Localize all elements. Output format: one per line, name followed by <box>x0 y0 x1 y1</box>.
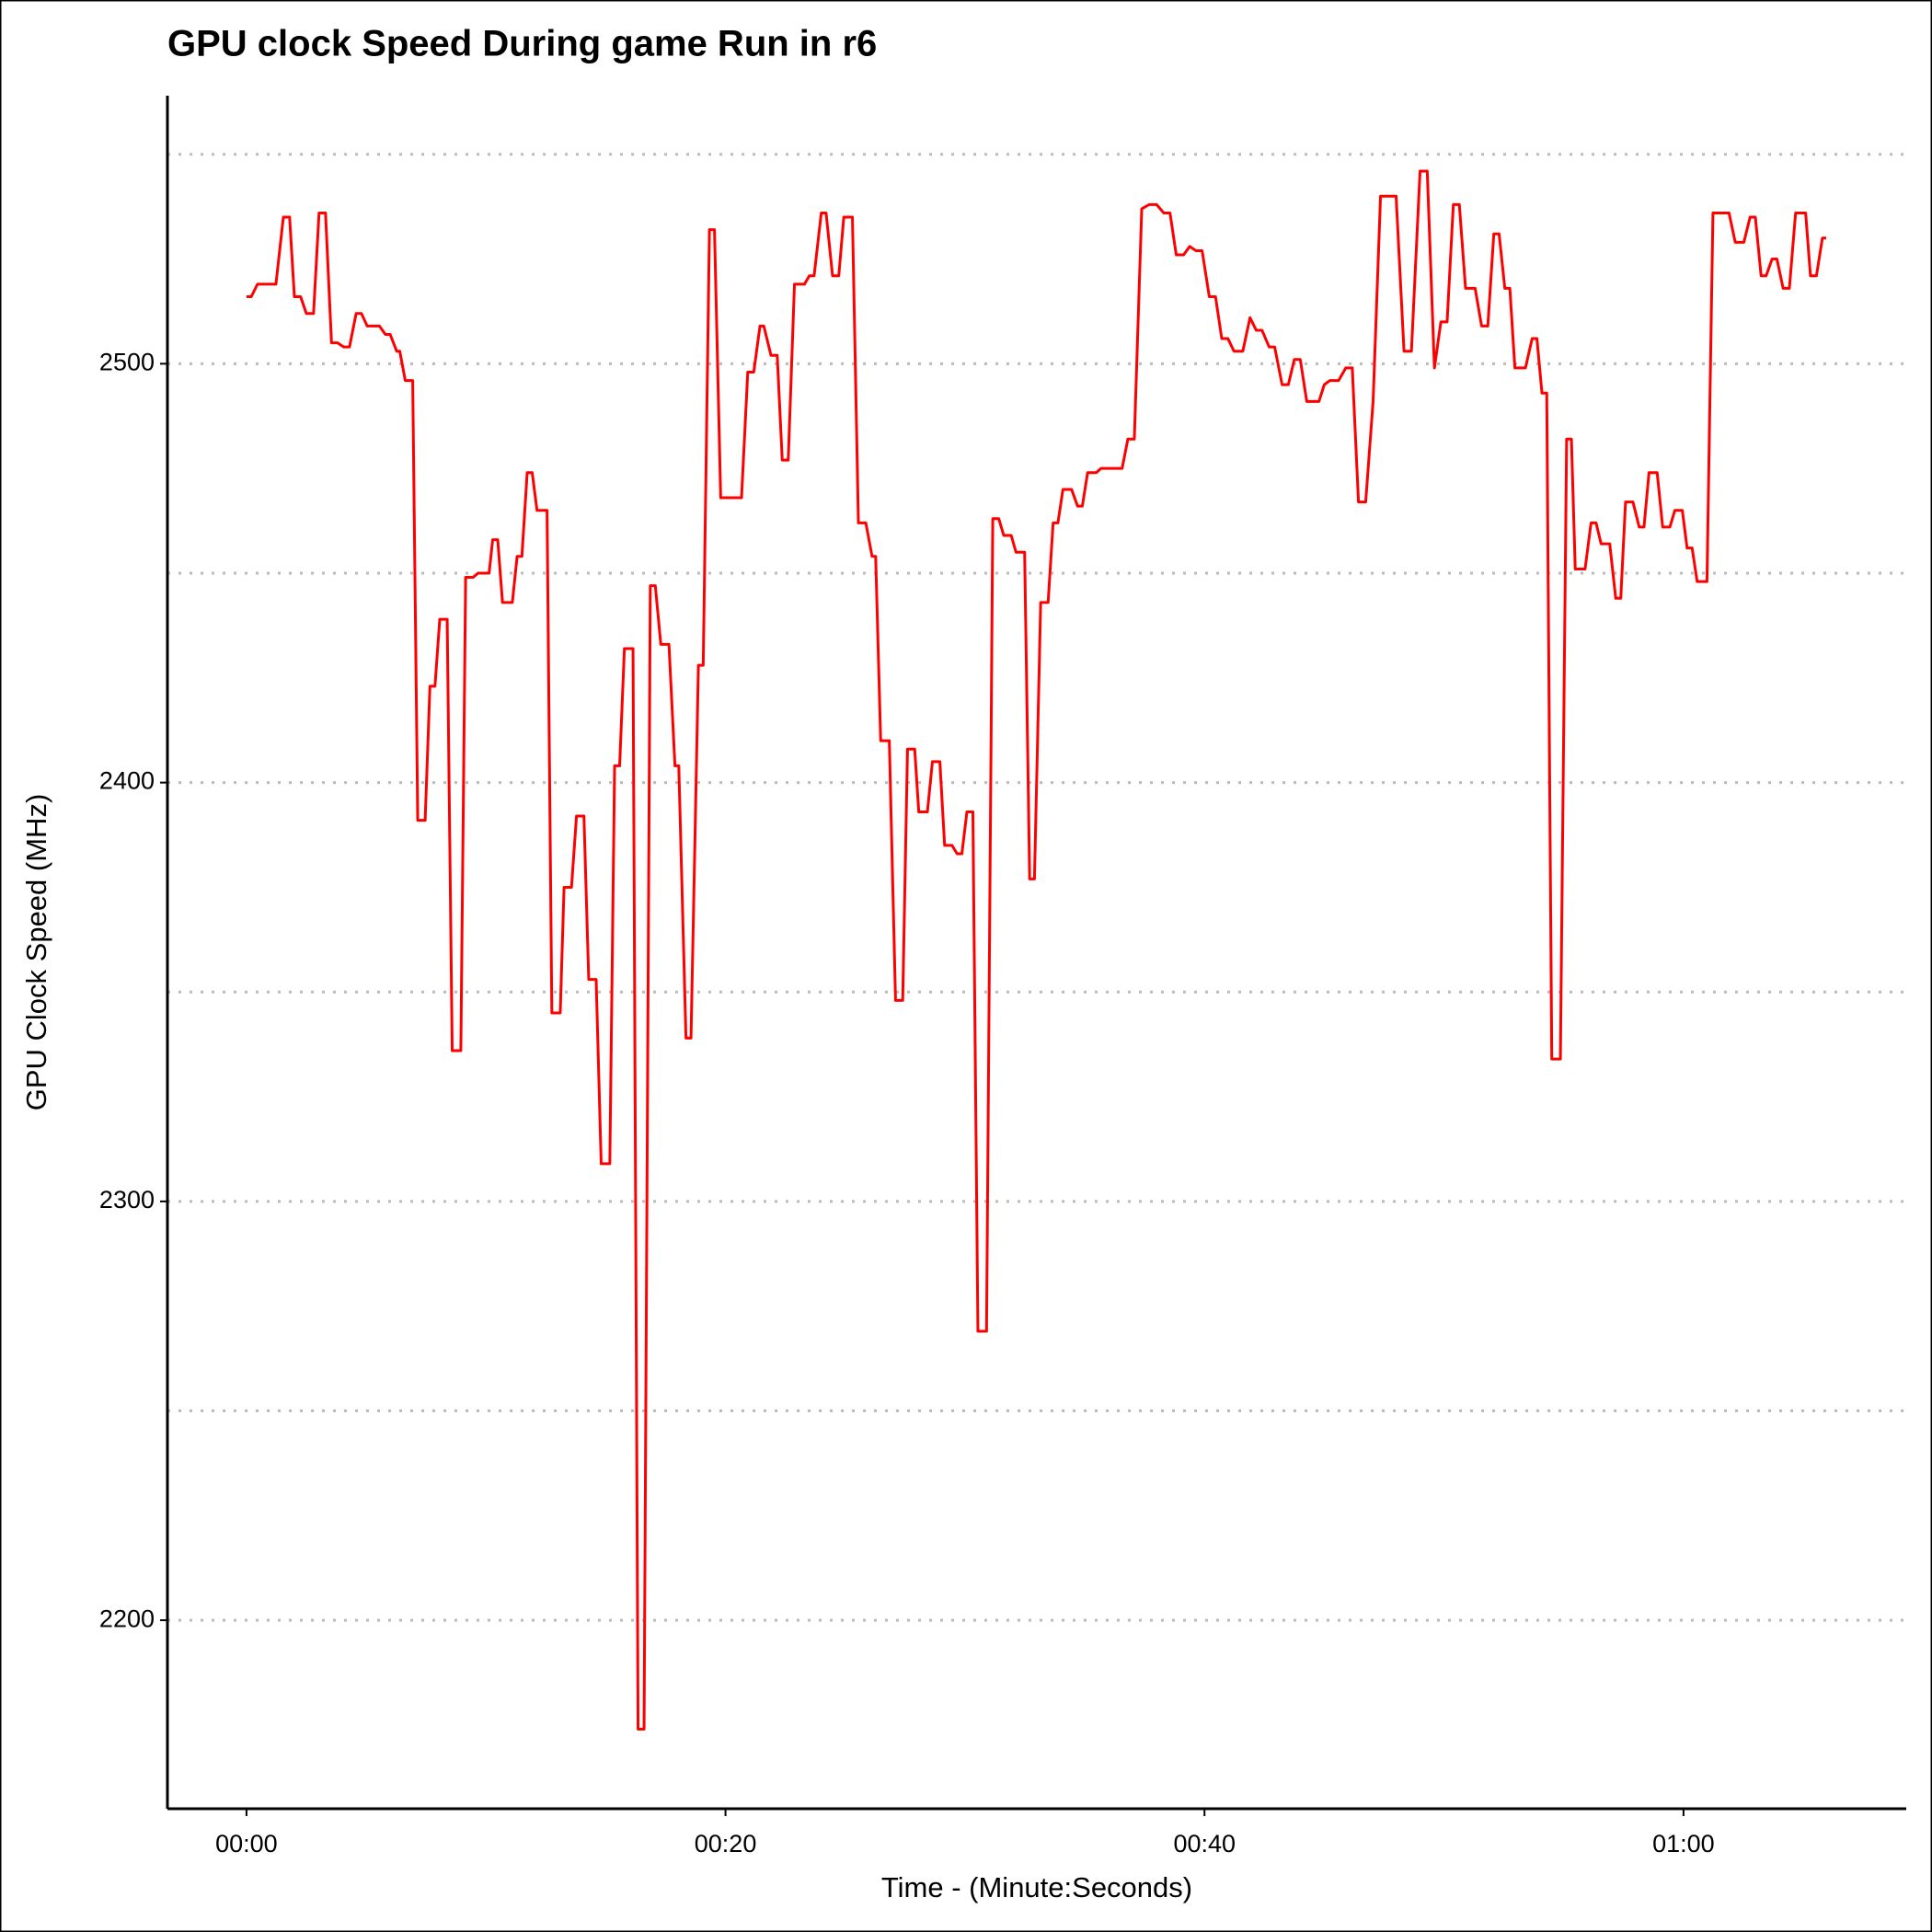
x-tick-label: 01:00 <box>1652 1830 1715 1857</box>
line <box>246 169 1827 1731</box>
y-tick-label: 2300 <box>99 1186 155 1213</box>
y-axis-title: GPU Clock Speed (MHz) <box>20 794 52 1111</box>
y-tick-label: 2500 <box>99 348 155 375</box>
y-tick-label: 2400 <box>99 767 155 795</box>
x-tick-label: 00:40 <box>1173 1830 1236 1857</box>
x-axis-title: Time - (Minute:Seconds) <box>881 1871 1192 1903</box>
chart-title: GPU clock Speed During game Run in r6 <box>167 24 877 64</box>
x-tick-label: 00:00 <box>215 1830 278 1857</box>
x-tick-label: 00:20 <box>695 1830 757 1857</box>
y-tick-label: 2200 <box>99 1604 155 1632</box>
